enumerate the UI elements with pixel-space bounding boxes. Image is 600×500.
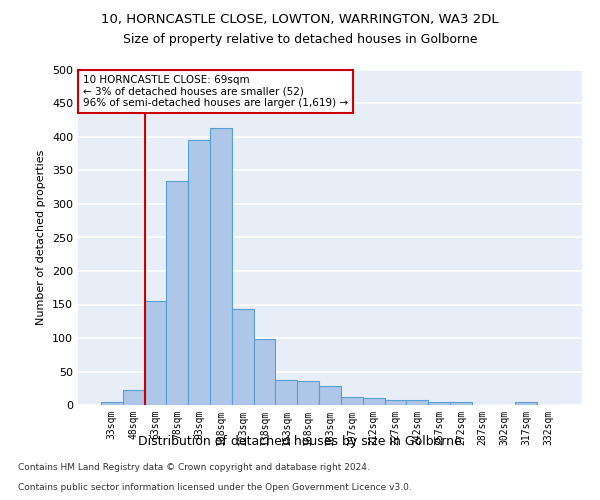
- Bar: [363, 398, 385, 405]
- Text: Distribution of detached houses by size in Golborne: Distribution of detached houses by size …: [138, 435, 462, 448]
- Text: 10, HORNCASTLE CLOSE, LOWTON, WARRINGTON, WA3 2DL: 10, HORNCASTLE CLOSE, LOWTON, WARRINGTON…: [101, 12, 499, 26]
- Bar: [188, 140, 210, 405]
- Bar: [101, 402, 123, 405]
- Bar: [145, 301, 166, 405]
- Bar: [319, 386, 341, 405]
- Text: 10 HORNCASTLE CLOSE: 69sqm
← 3% of detached houses are smaller (52)
96% of semi-: 10 HORNCASTLE CLOSE: 69sqm ← 3% of detac…: [83, 75, 348, 108]
- Bar: [385, 400, 406, 405]
- Bar: [210, 128, 232, 405]
- Bar: [166, 180, 188, 405]
- Bar: [232, 309, 254, 405]
- Bar: [297, 381, 319, 405]
- Text: Contains public sector information licensed under the Open Government Licence v3: Contains public sector information licen…: [18, 484, 412, 492]
- Bar: [428, 402, 450, 405]
- Bar: [341, 397, 363, 405]
- Bar: [515, 402, 537, 405]
- Text: Size of property relative to detached houses in Golborne: Size of property relative to detached ho…: [123, 32, 477, 46]
- Bar: [254, 338, 275, 405]
- Bar: [406, 400, 428, 405]
- Text: Contains HM Land Registry data © Crown copyright and database right 2024.: Contains HM Land Registry data © Crown c…: [18, 464, 370, 472]
- Bar: [123, 390, 145, 405]
- Bar: [275, 380, 297, 405]
- Bar: [450, 402, 472, 405]
- Y-axis label: Number of detached properties: Number of detached properties: [37, 150, 46, 325]
